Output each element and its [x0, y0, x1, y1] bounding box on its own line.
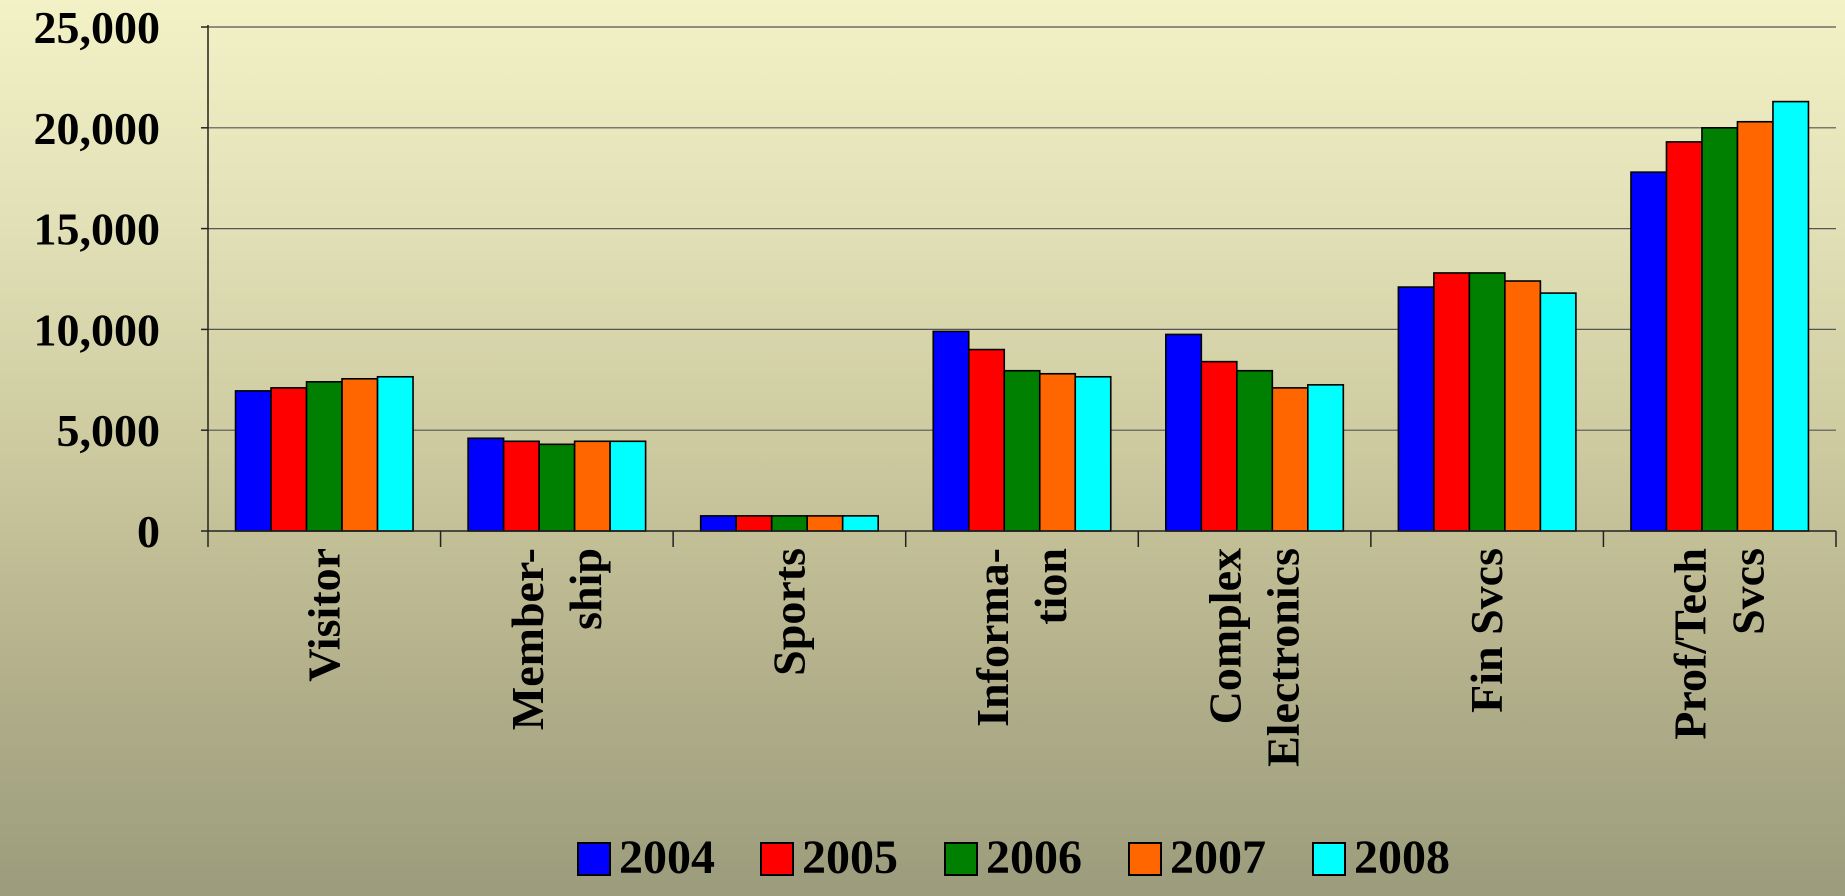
y-tick-label: 15,000 [34, 204, 161, 255]
bar-2006-4 [1236, 369, 1274, 532]
legend-label-2008: 2008 [1354, 831, 1450, 884]
bar-2007-2 [806, 515, 844, 532]
bar-2004-4 [1165, 333, 1203, 532]
gridlines [208, 26, 1836, 431]
bar-2007-5 [1504, 280, 1542, 532]
x-category-label: Member- [502, 548, 553, 730]
bar-2008-4 [1307, 384, 1345, 532]
bar-2005-0 [270, 387, 308, 532]
x-category-label: Informa- [967, 548, 1018, 727]
x-axis-category-labels: Visitor Member-ship Sports Informa-tion Comp… [298, 548, 1773, 767]
bar-2004-2 [699, 515, 737, 532]
y-tick-label: 0 [137, 506, 160, 557]
legend-label-2005: 2005 [802, 831, 898, 884]
y-tick-label: 20,000 [34, 103, 161, 154]
x-category-label: Fin Svcs [1461, 548, 1512, 713]
bar-2005-3 [967, 348, 1006, 532]
bar-2008-5 [1539, 292, 1577, 532]
bar-2005-2 [735, 515, 773, 532]
x-category-label: Visitor [298, 548, 349, 682]
bar-2004-3 [932, 330, 970, 532]
bar-2006-5 [1468, 272, 1506, 532]
legend-label-2006: 2006 [986, 831, 1082, 884]
y-tick-label: 25,000 [34, 2, 161, 53]
bar-2005-1 [502, 440, 540, 532]
y-tick-label: 5,000 [57, 405, 161, 456]
x-category-label: tion [1025, 548, 1076, 625]
x-category-label: Svcs [1723, 548, 1774, 635]
y-axis-tick-labels: 0 5,000 10,000 15,000 20,000 25,000 [34, 2, 161, 557]
x-category-label: Complex [1200, 548, 1251, 724]
bar-2008-2 [841, 515, 879, 532]
y-tick-label: 10,000 [34, 304, 161, 355]
bar-2007-4 [1271, 387, 1309, 532]
bar-2007-1 [573, 440, 611, 532]
bar-2007-0 [341, 377, 379, 532]
bar-2005-6 [1665, 141, 1703, 532]
legend-swatch-2008 [1312, 842, 1346, 876]
bar-2006-3 [1003, 369, 1041, 532]
bar-2006-6 [1701, 127, 1739, 532]
legend-swatch-2005 [760, 842, 794, 876]
x-category-label: ship [560, 548, 611, 630]
bar-2008-0 [376, 375, 414, 532]
bar-2005-4 [1200, 360, 1238, 532]
bar-2008-3 [1074, 375, 1112, 532]
bar-2008-6 [1772, 100, 1810, 532]
x-category-label: Prof/Tech [1665, 548, 1716, 740]
bar-2006-0 [305, 381, 343, 532]
bar-2004-0 [234, 390, 272, 532]
legend-swatch-2004 [577, 842, 611, 876]
bar-2004-5 [1397, 286, 1435, 532]
axes [201, 25, 1837, 547]
legend-label-2004: 2004 [619, 831, 715, 884]
legend-swatch-2006 [944, 842, 978, 876]
x-category-label: Electronics [1258, 548, 1309, 767]
bar-2007-6 [1736, 120, 1774, 532]
bar-2004-1 [467, 437, 505, 532]
legend-label-2007: 2007 [1170, 831, 1266, 884]
x-category-label: Sports [763, 548, 814, 676]
bar-2004-6 [1630, 171, 1668, 532]
legend-swatch-2007 [1128, 842, 1162, 876]
bar-2005-5 [1433, 272, 1471, 532]
bar-2007-3 [1038, 372, 1077, 532]
bars [234, 100, 1810, 532]
bar-2006-1 [538, 443, 576, 532]
bar-2008-1 [609, 440, 647, 532]
legend: 2004 2005 2006 2007 2008 [577, 831, 1450, 884]
bar-2006-2 [770, 515, 808, 532]
